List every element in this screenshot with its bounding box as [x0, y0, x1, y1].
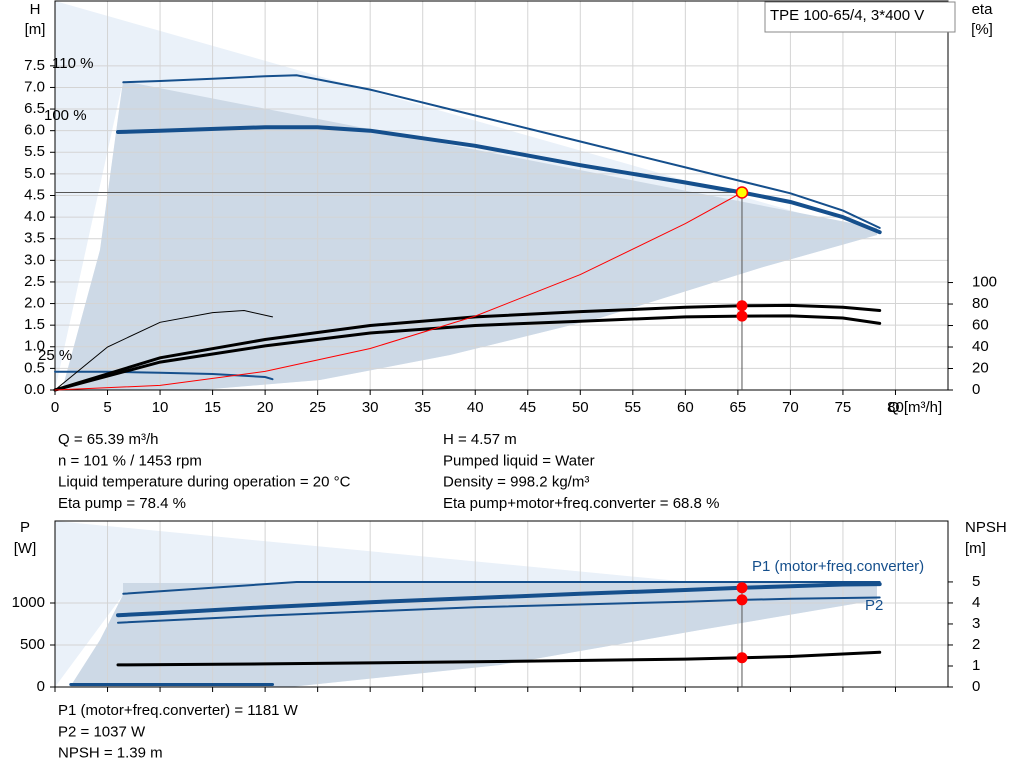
y-tick-label: 2.0	[24, 295, 45, 312]
plot-frame	[54, 0, 949, 391]
curve	[53, 314, 882, 392]
y2-tick-label: 0	[972, 678, 980, 695]
title-box	[764, 1, 956, 33]
y2-axis-label: [m]	[965, 540, 986, 557]
curve	[54, 370, 274, 381]
y-axis-label: [m]	[25, 21, 46, 38]
curve-label: P1 (motor+freq.converter)	[752, 558, 924, 575]
duty-point	[736, 300, 748, 312]
x-tick-label: 20	[257, 399, 274, 416]
y-tick-label: 0	[37, 678, 45, 695]
x-tick-label: 35	[414, 399, 431, 416]
curve	[117, 596, 881, 624]
x-tick-label: 10	[152, 399, 169, 416]
y-tick-label: 6.5	[24, 100, 45, 117]
y2-axis-label: NPSH	[965, 519, 1007, 536]
y-tick-label: 500	[20, 636, 45, 653]
x-tick-label: 55	[624, 399, 641, 416]
operating-area	[62, 81, 877, 390]
y-tick-label: 6.0	[24, 122, 45, 139]
operating-area	[70, 583, 877, 687]
plot-frame	[54, 520, 949, 688]
x-axis-label: Q [m³/h]	[888, 399, 942, 416]
readout: NPSH = 1.39 m	[58, 745, 163, 762]
y2-tick-label: 80	[972, 295, 989, 312]
y-tick-label: 4.0	[24, 208, 45, 225]
y2-tick-label: 0	[972, 381, 980, 398]
x-tick-label: 75	[835, 399, 852, 416]
duty-point	[736, 594, 748, 606]
x-tick-label: 70	[782, 399, 799, 416]
readout: P1 (motor+freq.converter) = 1181 W	[58, 702, 299, 719]
y2-tick-label: 4	[972, 594, 980, 611]
duty-point	[736, 652, 748, 664]
x-tick-label: 65	[730, 399, 747, 416]
y-tick-label: 0.0	[24, 381, 45, 398]
y2-axis-label: eta	[972, 1, 994, 18]
curve	[122, 74, 881, 229]
x-tick-label: 25	[309, 399, 326, 416]
curve-label: 100 %	[44, 107, 87, 124]
duty-point	[735, 186, 749, 199]
curve-label: 110 %	[52, 55, 93, 72]
readout: Eta pump = 78.4 %	[58, 495, 186, 512]
curve	[116, 582, 882, 618]
y-tick-label: 0.5	[24, 359, 45, 376]
curve	[122, 581, 881, 595]
curve-label: 25 %	[38, 347, 72, 364]
readout: Liquid temperature during operation = 20…	[58, 474, 351, 491]
x-tick-label: 45	[519, 399, 536, 416]
curve	[116, 650, 882, 667]
y2-axis-label: [%]	[971, 21, 993, 38]
x-tick-label: 50	[572, 399, 589, 416]
chart-title: TPE 100-65/4, 3*400 V	[770, 7, 924, 24]
readout: Q = 65.39 m³/h	[58, 431, 158, 448]
y2-tick-label: 5	[972, 573, 980, 590]
y2-tick-label: 1	[972, 657, 980, 674]
y-tick-label: 7.5	[24, 57, 45, 74]
y-axis-label: [W]	[14, 540, 37, 557]
y2-tick-label: 100	[972, 274, 997, 291]
x-tick-label: 40	[467, 399, 484, 416]
readout: n = 101 % / 1453 rpm	[58, 452, 202, 469]
y-tick-label: 1000	[12, 594, 45, 611]
x-tick-label: 80	[887, 399, 904, 416]
x-tick-label: 30	[362, 399, 379, 416]
y-tick-label: 5.0	[24, 165, 45, 182]
duty-point	[736, 310, 748, 322]
y-tick-label: 7.0	[24, 78, 45, 95]
x-tick-label: 15	[204, 399, 221, 416]
y2-tick-label: 40	[972, 338, 989, 355]
readout: Eta pump+motor+freq.converter = 68.8 %	[443, 495, 719, 512]
y2-tick-label: 60	[972, 316, 989, 333]
curve	[53, 303, 882, 392]
y2-tick-label: 3	[972, 615, 980, 632]
y-tick-label: 1.5	[24, 316, 45, 333]
readout: P2 = 1037 W	[58, 723, 146, 740]
y-tick-label: 3.0	[24, 251, 45, 268]
x-tick-label: 5	[103, 399, 111, 416]
y-axis-label: H	[30, 1, 41, 18]
y-tick-label: 2.5	[24, 273, 45, 290]
duty-point	[736, 582, 748, 594]
y-tick-label: 5.5	[24, 143, 45, 160]
curve-label: P2	[865, 597, 883, 614]
curve	[54, 309, 273, 391]
curve	[116, 125, 882, 235]
readout: Pumped liquid = Water	[443, 452, 595, 469]
x-tick-label: 60	[677, 399, 694, 416]
y-tick-label: 4.5	[24, 186, 45, 203]
y2-tick-label: 2	[972, 636, 980, 653]
y2-tick-label: 20	[972, 359, 989, 376]
y-axis-label: P	[20, 519, 30, 536]
readout: H = 4.57 m	[443, 431, 517, 448]
y-tick-label: 3.5	[24, 230, 45, 247]
x-tick-label: 0	[51, 399, 59, 416]
y-tick-label: 1.0	[24, 338, 45, 355]
curve	[54, 192, 743, 391]
readout: Density = 998.2 kg/m³	[443, 474, 589, 491]
